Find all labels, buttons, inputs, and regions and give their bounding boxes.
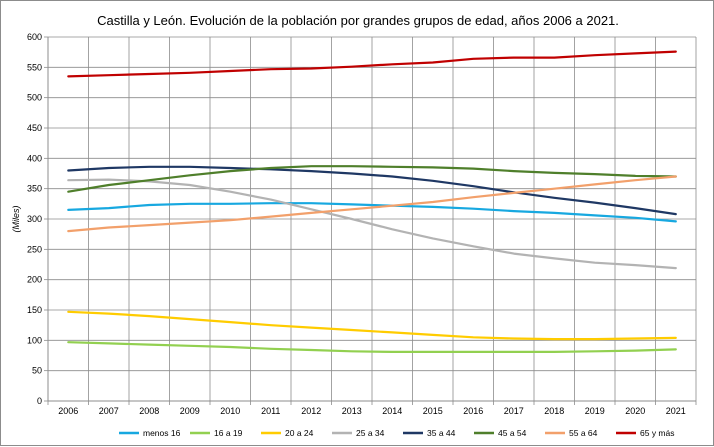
series-line bbox=[67, 341, 677, 353]
y-tick-label: 450 bbox=[27, 123, 42, 133]
y-tick-label: 350 bbox=[27, 184, 42, 194]
legend: menos 16 16 a 19 20 a 24 25 a 34 35 a 44 45 a… bbox=[119, 428, 675, 438]
x-tick-label: 2015 bbox=[423, 406, 443, 416]
y-tick-label: 400 bbox=[27, 153, 42, 163]
x-tick-label: 2017 bbox=[504, 406, 524, 416]
y-tick-label: 550 bbox=[27, 62, 42, 72]
legend-label: 16 a 19 bbox=[214, 428, 243, 438]
legend-label: 65 y más bbox=[640, 428, 675, 438]
series-line bbox=[67, 178, 677, 270]
legend-label: 55 a 64 bbox=[569, 428, 598, 438]
x-tick-labels: 2006 2007 2008 2009 2010 2011 2012 2013 2014 2015… bbox=[58, 406, 686, 416]
series-line bbox=[67, 310, 677, 341]
x-tick-label: 2021 bbox=[666, 406, 686, 416]
legend-label: 45 a 54 bbox=[498, 428, 527, 438]
x-tick-label: 2020 bbox=[625, 406, 645, 416]
series-lines bbox=[67, 50, 677, 353]
y-tick-label: 150 bbox=[27, 305, 42, 315]
x-tick-label: 2014 bbox=[382, 406, 402, 416]
x-tick-label: 2018 bbox=[544, 406, 564, 416]
y-tick-label: 250 bbox=[27, 244, 42, 254]
series-line bbox=[67, 165, 677, 216]
y-tick-label: 600 bbox=[27, 32, 42, 42]
x-tick-label: 2019 bbox=[585, 406, 605, 416]
y-tick-label: 500 bbox=[27, 93, 42, 103]
y-tick-label: 100 bbox=[27, 335, 42, 345]
y-tick-label: 50 bbox=[32, 366, 42, 376]
axes bbox=[44, 36, 697, 405]
x-tick-label: 2012 bbox=[301, 406, 321, 416]
x-tick-label: 2009 bbox=[180, 406, 200, 416]
series-line bbox=[67, 50, 677, 78]
y-tick-label: 0 bbox=[37, 396, 42, 406]
grid-lines bbox=[47, 36, 697, 401]
series-line bbox=[67, 165, 677, 193]
y-tick-labels: 0 50 100 150 200 250 300 350 400 450 500 550 600 bbox=[27, 32, 42, 406]
x-tick-label: 2010 bbox=[220, 406, 240, 416]
legend-label: 35 a 44 bbox=[427, 428, 456, 438]
y-tick-label: 200 bbox=[27, 275, 42, 285]
y-tick-label: 300 bbox=[27, 214, 42, 224]
chart-title: Castilla y León. Evolución de la poblaci… bbox=[97, 13, 619, 28]
x-tick-label: 2013 bbox=[342, 406, 362, 416]
legend-label: 20 a 24 bbox=[285, 428, 314, 438]
x-tick-label: 2008 bbox=[139, 406, 159, 416]
x-tick-label: 2016 bbox=[463, 406, 483, 416]
series-line bbox=[67, 175, 677, 233]
y-axis-label: (Miles) bbox=[11, 206, 21, 233]
series-line bbox=[67, 202, 677, 223]
legend-label: 25 a 34 bbox=[356, 428, 385, 438]
x-tick-label: 2011 bbox=[261, 406, 280, 416]
legend-label: menos 16 bbox=[143, 428, 181, 438]
x-tick-label: 2007 bbox=[99, 406, 119, 416]
x-tick-label: 2006 bbox=[58, 406, 78, 416]
